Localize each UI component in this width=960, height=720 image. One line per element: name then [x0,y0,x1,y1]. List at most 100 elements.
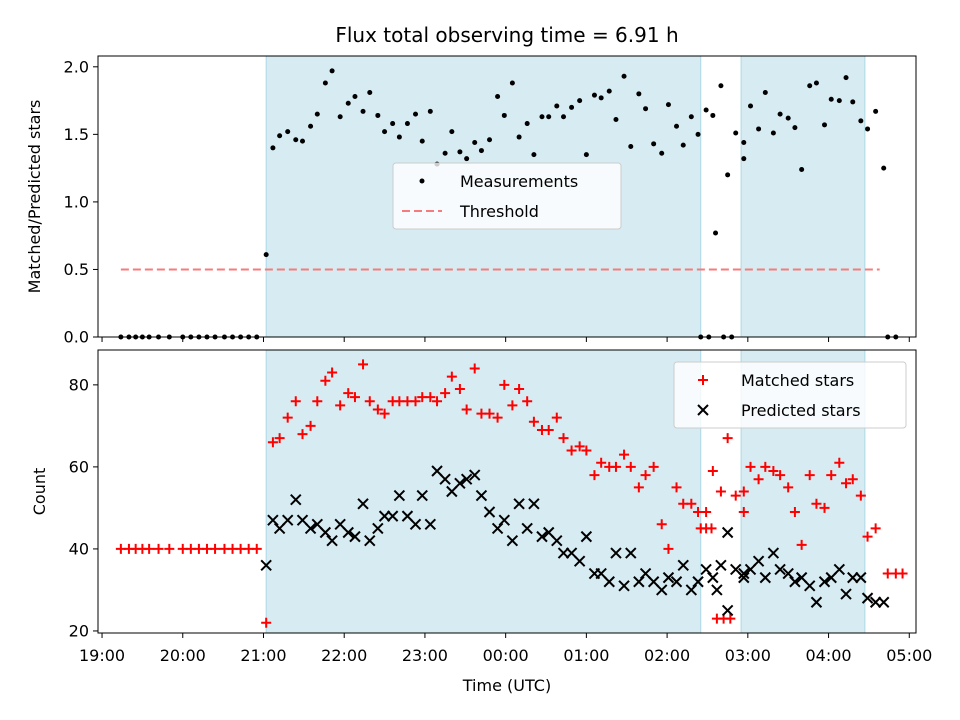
measurement-point [710,112,716,118]
matched-star-point [715,486,726,497]
predicted-star-point [810,596,823,608]
predicted-star-point [804,580,816,592]
x-tick-label: 19:00 [79,646,125,665]
measurement-point [680,142,686,148]
y-tick-label: 40 [69,539,89,558]
measurement-point [375,112,381,118]
measurement-point [546,114,552,120]
y-tick-label: 60 [69,457,89,476]
predicted-star-point [818,576,831,588]
matched-star-point [589,470,600,481]
predicted-star-point [625,547,637,559]
measurement-point [367,89,373,95]
predicted-star-point [573,555,586,567]
x-tick-label: 21:00 [240,646,286,665]
matched-star-point [274,433,285,444]
matched-star-point [335,400,346,411]
measurement-point [828,96,834,102]
measurement-point [293,137,299,143]
measurement-point [799,166,805,172]
y-tick-label: 0.5 [64,260,89,279]
measurement-point [725,172,731,178]
measurement-point [621,73,627,79]
matched-star-point [862,531,873,542]
matched-star-point [358,359,369,370]
matched-star-point [768,465,779,476]
predicted-star-point [782,567,794,580]
predicted-star-point [692,576,704,588]
matched-star-point [528,416,539,427]
predicted-star-point [521,522,533,535]
y-tick-label: 1.0 [64,192,89,211]
measurement-point [643,106,649,112]
measurement-point [270,145,276,151]
matched-star-point [610,461,621,472]
measurement-point [577,98,583,104]
measurement-point [881,165,887,171]
matched-star-point [432,396,443,407]
matched-star-point [897,568,908,579]
measurement-point [836,98,842,104]
measurement-point [703,107,709,113]
matched-star-point [379,408,390,419]
measurement-point [413,111,419,117]
predicted-star-point [738,571,750,584]
matched-star-point [870,523,881,534]
matched-star-point [261,617,272,628]
legend-label: Measurements [460,172,578,191]
x-tick-label: 20:00 [160,646,206,665]
x-tick-label: 03:00 [725,646,771,665]
matched-star-point [783,482,794,493]
measurement-point [382,129,388,135]
predicted-star-point [409,518,422,531]
matched-star-point [619,449,630,460]
measurement-point [396,134,402,140]
measurement-point [762,89,768,95]
measurement-point [322,80,328,86]
measurement-point [813,80,819,86]
measurement-point [674,123,680,129]
measurement-point [777,111,783,117]
predicted-star-point [281,514,294,526]
measurement-point [822,122,828,128]
matched-star-point [796,539,807,550]
legend-label: Threshold [459,202,539,221]
matched-star-point [656,519,667,530]
matched-star-point [210,543,221,554]
measurement-point [713,230,719,236]
matched-star-point [701,507,712,518]
measurement-point [733,130,739,136]
legend-matched-marker [698,375,708,385]
matched-star-point [855,490,866,501]
measurement-point [345,100,351,106]
y-axis-title: Matched/Predicted stars [25,100,44,294]
matched-star-point [454,383,465,394]
matched-star-point [826,470,837,481]
predicted-star-point [551,535,563,547]
predicted-star-point [861,592,874,604]
measurement-point [390,121,396,127]
measurement-point [598,95,604,101]
matched-star-point [804,470,815,481]
y-tick-label: 1.5 [64,125,89,144]
measurement-point [404,121,410,127]
matched-star-point [282,412,293,423]
predicted-star-point [424,518,437,531]
predicted-star-point [878,596,890,608]
measurement-point [606,88,612,94]
legend-predicted-marker [697,404,709,416]
predicted-star-point [513,498,525,510]
matched-star-point [707,465,718,476]
x-tick-label: 01:00 [563,646,609,665]
predicted-star-point [774,563,786,576]
matched-star-point [648,461,659,472]
matched-star-point [558,433,569,444]
predicted-star-point [603,576,615,588]
predicted-star-point [267,514,279,526]
x-tick-label: 05:00 [886,646,932,665]
legend-measurement-marker [419,178,425,184]
predicted-star-point [789,576,801,588]
measurement-point [792,125,798,131]
measurement-point [419,138,425,144]
measurement-point [785,115,791,121]
